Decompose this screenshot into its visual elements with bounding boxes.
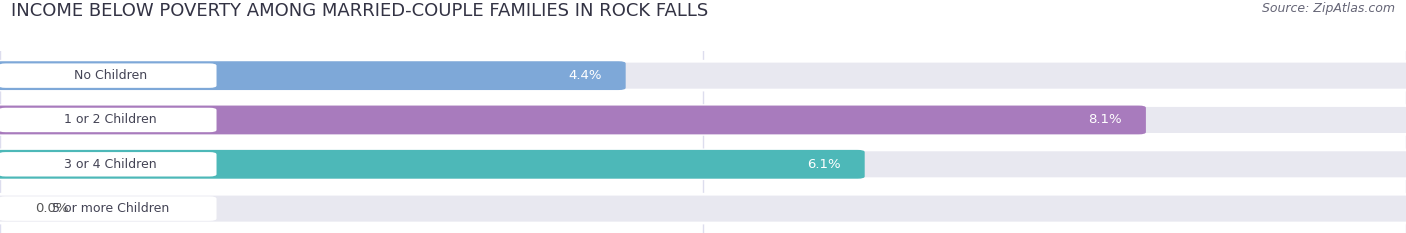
Text: 3 or 4 Children: 3 or 4 Children [65,158,156,171]
Text: 8.1%: 8.1% [1088,113,1122,127]
Text: INCOME BELOW POVERTY AMONG MARRIED-COUPLE FAMILIES IN ROCK FALLS: INCOME BELOW POVERTY AMONG MARRIED-COUPL… [11,2,709,20]
FancyBboxPatch shape [0,152,217,177]
FancyBboxPatch shape [0,63,217,88]
FancyBboxPatch shape [0,150,865,179]
Text: 0.0%: 0.0% [35,202,69,215]
Text: 5 or more Children: 5 or more Children [52,202,169,215]
FancyBboxPatch shape [0,108,217,132]
FancyBboxPatch shape [0,106,1406,134]
FancyBboxPatch shape [0,194,1406,223]
Text: 1 or 2 Children: 1 or 2 Children [65,113,156,127]
FancyBboxPatch shape [0,150,1406,179]
FancyBboxPatch shape [0,196,217,221]
Text: Source: ZipAtlas.com: Source: ZipAtlas.com [1261,2,1395,15]
FancyBboxPatch shape [0,61,1406,90]
FancyBboxPatch shape [0,106,1146,134]
Text: 6.1%: 6.1% [807,158,841,171]
FancyBboxPatch shape [0,61,626,90]
Text: 4.4%: 4.4% [568,69,602,82]
Text: No Children: No Children [73,69,148,82]
